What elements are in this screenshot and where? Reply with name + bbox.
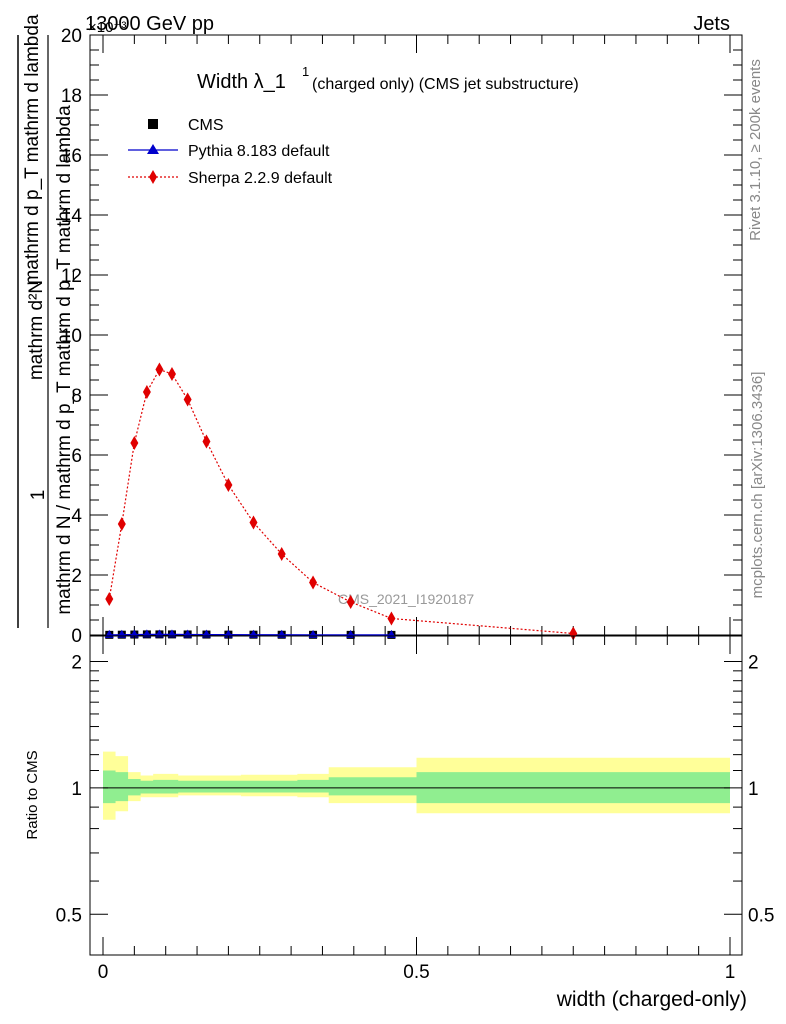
main-ytick-label: 10 — [61, 326, 82, 347]
ratio-xtick-label: 0 — [98, 962, 109, 983]
ratio-ylabel: Ratio to CMS — [24, 750, 41, 839]
pythia-point — [183, 629, 193, 638]
main-ytick-label: 6 — [71, 446, 82, 467]
legend-marker-pythia — [147, 144, 159, 154]
ratio-ytick-label-left: 2 — [71, 652, 82, 673]
rivet-label: Rivet 3.1.10, ≥ 200k events — [747, 59, 764, 241]
legend-label: CMS — [188, 117, 224, 134]
watermark: CMS_2021_I1920187 — [338, 591, 474, 607]
ratio-xtick-label: 0.5 — [403, 962, 429, 983]
ratio-ytick-label-left: 1 — [71, 779, 82, 800]
sherpa-point — [346, 595, 355, 609]
header-left: 13000 GeV pp — [85, 13, 214, 35]
ratio-band-stat — [103, 770, 730, 804]
main-ytick-label: 18 — [61, 86, 82, 107]
ratio-ytick-label-left: 0.5 — [56, 905, 82, 926]
legend-marker-sherpa — [149, 170, 157, 184]
pythia-point — [167, 629, 177, 638]
ratio-plot: 0.5 0.5 1 1 2 2 0 0.5 1 Ratio to CMS width (charge… — [24, 635, 774, 1011]
y-title-num-full: mathrm d p_T mathrm d lambda — [22, 14, 43, 285]
main-ytick-label: 2 — [71, 566, 82, 587]
legend-label: Pythia 8.183 default — [188, 143, 330, 160]
sherpa-point — [224, 478, 233, 492]
sherpa-point — [167, 367, 176, 381]
main-ytick-label: 16 — [61, 146, 82, 167]
sherpa-point — [277, 547, 286, 561]
y-axis-title: 1 mathrm d²N mathrm d p_T mathrm d lambd… — [17, 14, 75, 628]
main-ytick-label: 20 — [61, 26, 82, 47]
x-axis-title: width (charged-only) — [556, 988, 747, 1011]
ratio-xtick-label: 1 — [725, 962, 736, 983]
main-ytick-label: 8 — [71, 386, 82, 407]
y-title-denominator: mathrm d N / mathrm d p_T mathrm d p_T m… — [54, 105, 75, 615]
main-ytick-label: 4 — [71, 506, 82, 527]
sherpa-point — [387, 611, 396, 626]
main-ytick-label: 14 — [61, 206, 83, 227]
ratio-ytick-label-right: 2 — [748, 652, 759, 673]
y-exponent: ×10⁻³ — [88, 19, 126, 36]
header-right: Jets — [693, 13, 730, 35]
mcplots-label: mcplots.cern.ch [arXiv:1306.3436] — [749, 372, 766, 599]
sherpa-point — [183, 392, 192, 407]
sherpa-point — [105, 592, 114, 606]
y-title-numerator-1: 1 — [28, 490, 49, 501]
sherpa-point — [117, 517, 126, 531]
sherpa-point — [130, 436, 139, 450]
legend-marker-cms — [148, 119, 158, 129]
sherpa-point — [309, 575, 318, 590]
pythia-point — [142, 629, 152, 638]
sherpa-point — [155, 362, 164, 377]
legend-label: Sherpa 2.2.9 default — [188, 170, 333, 187]
plot-title-sup: 1 — [302, 64, 309, 79]
plot-title-rest: (charged only) (CMS jet substructure) — [312, 76, 579, 93]
pythia-point — [154, 629, 164, 638]
sherpa-point — [569, 626, 578, 641]
sherpa-point — [249, 515, 258, 530]
ratio-ytick-label-right: 1 — [748, 779, 759, 800]
main-plot: 0 2 4 6 8 10 12 14 16 18 20 Width λ_1 1(charged only… — [61, 26, 743, 647]
ratio-ytick-label-right: 0.5 — [748, 905, 774, 926]
y-title-numerator-d2n: mathrm d²N — [26, 280, 47, 380]
plot-title-main: Width λ_1 — [197, 71, 286, 93]
main-ytick-label: 0 — [71, 626, 82, 647]
main-ytick-label: 12 — [61, 266, 82, 287]
sherpa-point — [142, 385, 151, 399]
sherpa-point — [202, 434, 211, 449]
